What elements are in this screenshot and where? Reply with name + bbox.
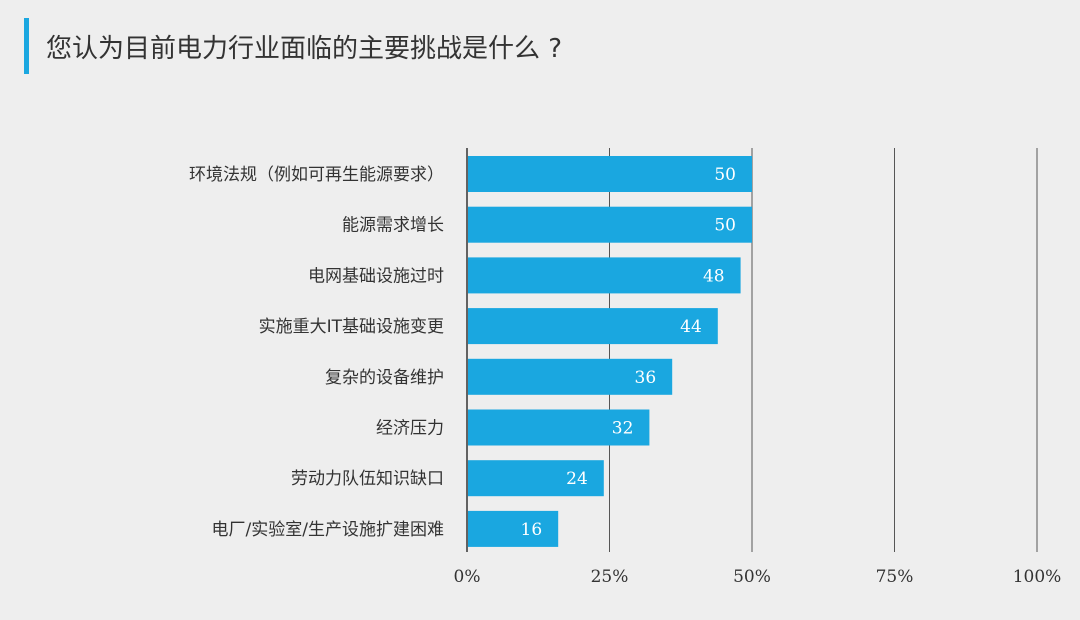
bar: [468, 156, 752, 192]
bar: [468, 308, 718, 345]
bar: [468, 460, 604, 497]
category-label: 环境法规（例如可再生能源要求）: [189, 165, 444, 185]
category-label: 实施重大IT基础设施变更: [259, 317, 444, 337]
bar-value-label: 48: [703, 266, 725, 286]
bar: [468, 257, 741, 294]
bar: [468, 358, 673, 395]
bar-value-label: 44: [680, 317, 702, 337]
bar-value-label: 16: [521, 520, 543, 540]
x-tick-label: 0%: [454, 567, 481, 587]
bar-value-label: 50: [714, 216, 736, 236]
category-label: 经济压力: [376, 419, 444, 439]
category-label: 劳动力队伍知识缺口: [291, 469, 444, 489]
bar-value-label: 36: [635, 368, 657, 388]
x-tick-label: 25%: [591, 567, 629, 587]
category-label: 能源需求增长: [342, 216, 444, 236]
category-label: 复杂的设备维护: [325, 368, 444, 388]
page-title: 您认为目前电力行业面临的主要挑战是什么 ?: [46, 34, 563, 64]
x-tick-label: 100%: [1013, 567, 1062, 587]
bar: [468, 206, 752, 243]
x-tick-label: 75%: [876, 567, 914, 587]
x-tick-label: 50%: [733, 567, 771, 587]
bar-value-label: 32: [612, 419, 634, 439]
category-label: 电厂/实验室/生产设施扩建困难: [212, 520, 444, 540]
bar-value-label: 50: [714, 165, 736, 185]
bar-value-label: 24: [566, 469, 588, 489]
bar: [468, 510, 559, 547]
title-accent-bar: [24, 18, 29, 74]
bar: [468, 409, 650, 446]
category-label: 电网基础设施过时: [308, 266, 444, 286]
